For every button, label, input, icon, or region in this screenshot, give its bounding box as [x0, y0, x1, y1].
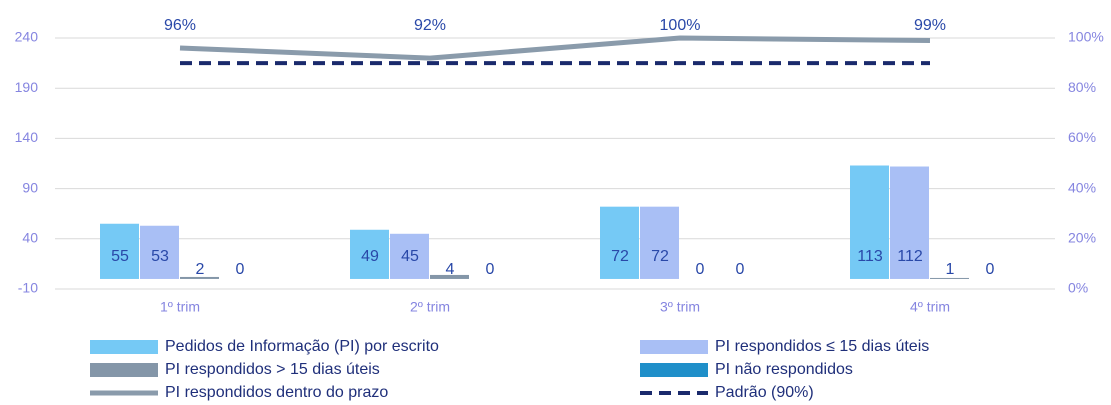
bar — [640, 206, 679, 279]
data-label: 55 — [111, 248, 129, 265]
bar — [850, 165, 889, 279]
data-label: 53 — [151, 248, 169, 265]
bar — [890, 166, 929, 279]
legend-swatch — [640, 363, 708, 377]
legend-swatch — [90, 363, 158, 377]
legend-swatch — [640, 340, 708, 354]
data-label: 1 — [946, 261, 955, 278]
x-tick-label: 2º trim — [410, 299, 450, 315]
data-label: 0 — [986, 261, 995, 278]
data-label: 49 — [361, 248, 379, 265]
y-tick-label: 240 — [15, 29, 39, 45]
y2-tick-label: 60% — [1068, 129, 1096, 145]
data-label: 0 — [486, 261, 495, 278]
y-tick-label: 140 — [15, 129, 39, 145]
bar — [140, 225, 179, 279]
legend-label: Padrão (90%) — [715, 384, 814, 401]
y-tick-label: 90 — [22, 179, 38, 195]
bar — [390, 233, 429, 279]
bar — [180, 276, 219, 279]
y2-tick-label: 100% — [1068, 29, 1104, 45]
x-tick-label: 3º trim — [660, 299, 700, 315]
line-label: 100% — [660, 17, 701, 34]
data-label: 112 — [897, 248, 923, 265]
data-label: 0 — [696, 261, 705, 278]
bar — [600, 206, 639, 279]
data-label: 45 — [401, 248, 419, 265]
bar — [930, 277, 969, 279]
bar — [350, 229, 389, 279]
legend-label: Pedidos de Informação (PI) por escrito — [165, 338, 439, 355]
legend-swatch — [90, 340, 158, 354]
legend-label: PI não respondidos — [715, 361, 853, 378]
bar — [100, 223, 139, 279]
data-label: 4 — [446, 261, 455, 278]
y2-tick-label: 80% — [1068, 79, 1096, 95]
y-tick-label: 190 — [15, 79, 39, 95]
bar — [430, 274, 469, 279]
line-label: 92% — [414, 17, 446, 34]
legend-label: PI respondidos dentro do prazo — [165, 384, 388, 401]
data-label: 2 — [196, 261, 205, 278]
x-tick-label: 1º trim — [160, 299, 200, 315]
y-tick-label: -10 — [18, 280, 38, 296]
legend-label: PI respondidos ≤ 15 dias úteis — [715, 338, 929, 355]
line-label: 96% — [164, 17, 196, 34]
data-label: 113 — [857, 248, 883, 265]
data-label: 72 — [651, 248, 669, 265]
y2-tick-label: 20% — [1068, 230, 1096, 246]
x-tick-label: 4º trim — [910, 299, 950, 315]
data-label: 0 — [736, 261, 745, 278]
y2-tick-label: 40% — [1068, 179, 1096, 195]
y-tick-label: 40 — [22, 230, 38, 246]
line — [179, 35, 931, 61]
y2-tick-label: 0% — [1068, 280, 1088, 296]
data-label: 0 — [236, 261, 245, 278]
line-label: 99% — [914, 17, 946, 34]
data-label: 72 — [611, 248, 629, 265]
legend-label: PI respondidos > 15 dias úteis — [165, 361, 380, 378]
